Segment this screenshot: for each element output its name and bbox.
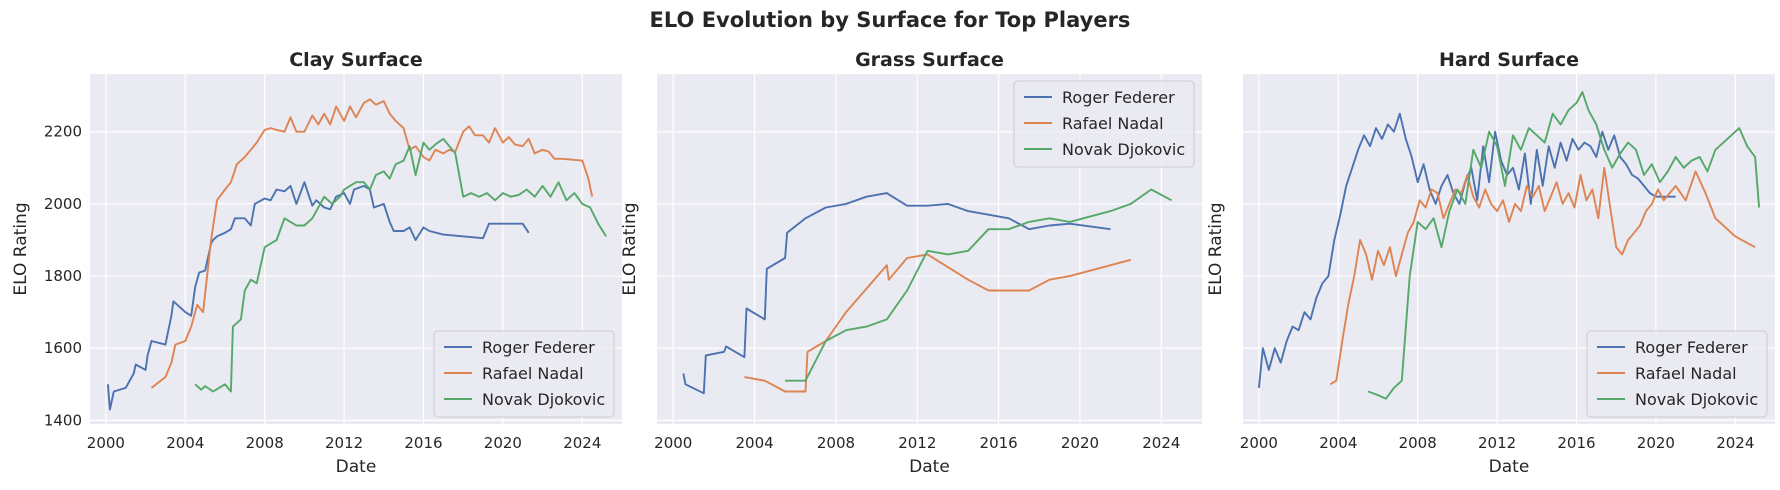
chart-panel-2: 2000 2004 2008 2012 2016 2020 2024 Grass Surfac…	[620, 49, 1202, 477]
x-tick-label: 2024	[1142, 434, 1180, 452]
series-line-3	[785, 188, 1172, 382]
series-line-1	[1257, 112, 1676, 388]
legend-frame	[1586, 330, 1768, 418]
legend-entry: Roger Federer	[1635, 338, 1748, 357]
y-tick-label: 1400	[44, 411, 82, 429]
x-tick-label: 2020	[1061, 434, 1099, 452]
series-group	[106, 98, 607, 411]
legend-entry: Rafael Nadal	[1635, 364, 1737, 383]
legend: Roger Federer Rafael Nadal Novak Djokovic	[1586, 330, 1768, 418]
panel-title: Grass Surface	[855, 49, 1004, 71]
legend-entry: Rafael Nadal	[1062, 114, 1164, 133]
series-line-2	[744, 253, 1132, 393]
legend-frame	[1013, 80, 1195, 168]
x-tick-label: 2016	[1557, 434, 1595, 452]
panel-title: Clay Surface	[289, 49, 423, 71]
y-tick-label: 2200	[44, 123, 82, 141]
y-tick-label: 1800	[44, 267, 82, 285]
y-axis-label: ELO Rating	[620, 202, 640, 295]
legend-entry: Roger Federer	[482, 338, 595, 357]
y-tick-label: 1600	[44, 339, 82, 357]
legend-frame	[433, 330, 615, 418]
legend-entry: Roger Federer	[1062, 88, 1175, 107]
x-tick-label: 2020	[1637, 434, 1675, 452]
series-line-2	[150, 98, 594, 389]
x-tick-label: 2004	[166, 434, 204, 452]
legend-entry: Rafael Nadal	[482, 364, 584, 383]
x-tick-label: 2000	[87, 434, 125, 452]
y-axis-label: ELO Rating	[1206, 202, 1226, 295]
series-line-1	[106, 181, 530, 411]
x-tick-label: 2008	[1399, 434, 1437, 452]
x-tick-label: 2000	[1240, 434, 1278, 452]
x-tick-label: 2012	[1478, 434, 1516, 452]
x-tick-label: 2012	[325, 434, 363, 452]
legend-entry: Novak Djokovic	[1635, 390, 1758, 409]
chart-panel-1: 2000 2004 2008 2012 2016 2020 2024 1400 1600 1800…	[11, 49, 622, 477]
series-group	[1257, 91, 1761, 400]
x-tick-label: 2008	[817, 434, 855, 452]
chart-panel-3: 2000 2004 2008 2012 2016 2020 2024 Hard Surface…	[1206, 49, 1775, 477]
y-axis-label: ELO Rating	[11, 202, 31, 295]
legend-entry: Novak Djokovic	[1062, 140, 1185, 159]
figure-title: ELO Evolution by Surface for Top Players	[650, 8, 1131, 32]
x-tick-label: 2024	[563, 434, 601, 452]
series-group	[682, 188, 1172, 395]
x-axis-label: Date	[909, 457, 950, 477]
x-tick-label: 2000	[654, 434, 692, 452]
x-tick-label: 2004	[736, 434, 774, 452]
y-tick-label: 2000	[44, 195, 82, 213]
panel-title: Hard Surface	[1439, 49, 1579, 71]
x-tick-label: 2012	[898, 434, 936, 452]
series-line-3	[194, 137, 607, 393]
x-tick-label: 2008	[246, 434, 284, 452]
series-line-3	[1367, 91, 1761, 400]
legend: Roger Federer Rafael Nadal Novak Djokovic	[1013, 80, 1195, 168]
x-axis-label: Date	[1489, 457, 1530, 477]
series-line-1	[682, 192, 1111, 395]
x-tick-label: 2020	[484, 434, 522, 452]
x-tick-label: 2016	[404, 434, 442, 452]
legend-entry: Novak Djokovic	[482, 390, 605, 409]
x-axis-label: Date	[336, 457, 377, 477]
x-tick-label: 2004	[1319, 434, 1357, 452]
x-tick-label: 2016	[980, 434, 1018, 452]
x-tick-label: 2024	[1716, 434, 1754, 452]
series-line-2	[1329, 166, 1756, 386]
legend: Roger Federer Rafael Nadal Novak Djokovic	[433, 330, 615, 418]
